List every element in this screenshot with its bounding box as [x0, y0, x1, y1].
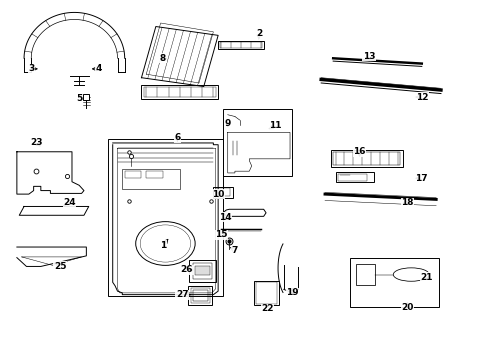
Bar: [143, 86, 215, 97]
Bar: [146, 171, 163, 178]
Text: 4: 4: [95, 64, 102, 73]
Text: 2: 2: [255, 29, 262, 38]
Text: 17: 17: [415, 174, 427, 183]
Text: 27: 27: [176, 290, 188, 299]
Text: 7: 7: [231, 246, 238, 255]
Bar: [141, 85, 218, 99]
Text: 23: 23: [30, 139, 42, 148]
Bar: [349, 258, 438, 307]
Text: 26: 26: [181, 265, 193, 274]
Bar: [108, 139, 223, 296]
Bar: [332, 152, 399, 165]
Bar: [192, 263, 211, 279]
Bar: [355, 264, 374, 285]
Text: 15: 15: [215, 230, 227, 239]
Bar: [189, 260, 215, 282]
Bar: [335, 172, 373, 182]
Text: 14: 14: [219, 212, 231, 221]
Bar: [218, 41, 263, 49]
Bar: [195, 266, 209, 275]
Text: 16: 16: [352, 147, 365, 156]
Text: 21: 21: [420, 273, 432, 282]
Bar: [219, 42, 262, 48]
Bar: [337, 174, 366, 181]
Bar: [124, 171, 141, 178]
Text: 3: 3: [28, 64, 34, 73]
Text: 1: 1: [160, 241, 166, 250]
Text: 20: 20: [401, 302, 413, 311]
Text: 12: 12: [415, 93, 427, 102]
Text: 18: 18: [400, 198, 413, 207]
Text: 9: 9: [224, 119, 230, 128]
Text: 24: 24: [63, 198, 76, 207]
Bar: [188, 286, 212, 305]
Text: 13: 13: [362, 52, 375, 61]
Bar: [330, 150, 402, 167]
Bar: [122, 170, 180, 189]
Bar: [215, 189, 230, 196]
Bar: [213, 187, 232, 198]
Text: 5: 5: [76, 94, 82, 103]
Text: 19: 19: [285, 288, 298, 297]
Text: 22: 22: [261, 304, 273, 313]
Bar: [256, 282, 277, 304]
Bar: [254, 280, 279, 305]
Bar: [192, 291, 208, 301]
Text: 10: 10: [211, 190, 224, 199]
Bar: [223, 109, 292, 176]
Text: 25: 25: [54, 262, 66, 271]
Text: 8: 8: [160, 54, 166, 63]
Text: 11: 11: [269, 121, 281, 130]
Bar: [191, 288, 209, 303]
Text: 6: 6: [174, 133, 180, 142]
